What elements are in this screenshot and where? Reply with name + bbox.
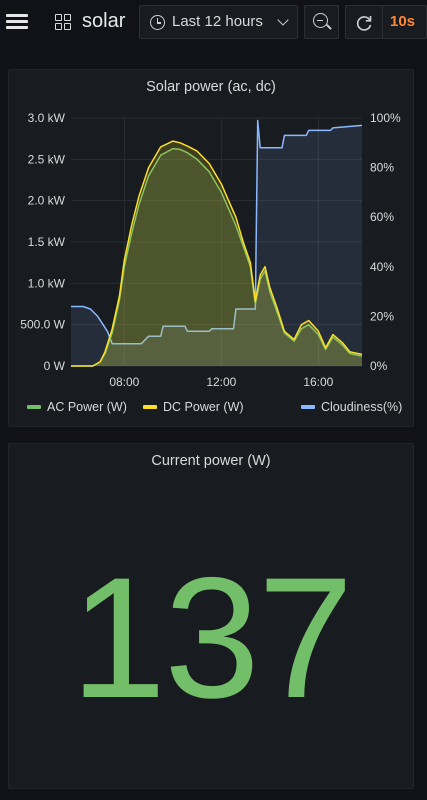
legend-label: Cloudiness(%)	[321, 400, 403, 414]
solar-power-chart[interactable]: 0 W 500.0 W 1.0 kW 1.5 kW 2.0 kW 2.5 kW 3.0 kW…	[9, 100, 415, 400]
time-range-picker[interactable]: Last 12 hours	[139, 5, 298, 39]
panel-title[interactable]: Current power (W)	[151, 453, 271, 469]
series-line-dc-power-w	[71, 140, 363, 367]
series-line-ac-power-w	[71, 147, 363, 367]
dashboard-title[interactable]: solar	[82, 10, 126, 32]
current-power-value: 137	[70, 542, 354, 734]
y-right-tick-label: 20%	[370, 309, 394, 323]
y-right-tick-label: 80%	[370, 161, 394, 175]
top-bar: solar Last 12 hours 10s	[0, 0, 427, 46]
y-left-tick-label: 0 W	[44, 359, 66, 373]
y-right-tick-label: 40%	[370, 260, 394, 274]
y-left-tick-label: 500.0 W	[20, 318, 65, 332]
y-left-tick-label: 1.5 kW	[28, 235, 66, 249]
refresh-button[interactable]: 10s	[345, 5, 427, 39]
y-left-tick-label: 2.5 kW	[28, 152, 66, 166]
series-area-ac-power-w	[71, 148, 362, 366]
legend-item-cloudiness[interactable]: Cloudiness(%)	[301, 400, 402, 414]
grid-icon	[55, 14, 72, 31]
clock-icon	[150, 15, 165, 30]
x-tick-label: 16:00	[303, 375, 333, 389]
zoom-out-icon	[313, 13, 328, 28]
y-left-tick-label: 2.0 kW	[28, 194, 66, 208]
legend-label: DC Power (W)	[163, 400, 244, 414]
y-right-tick-label: 60%	[370, 210, 394, 224]
legend-swatch	[143, 404, 157, 409]
legend-item-dc-power[interactable]: DC Power (W)	[143, 400, 244, 414]
series-area-cloudiness	[71, 120, 362, 366]
refresh-interval-select[interactable]: 10s	[390, 13, 416, 30]
series-line-cloudiness	[71, 119, 363, 345]
y-right-tick-label: 0%	[370, 359, 388, 373]
current-power-panel: Current power (W) 137	[8, 443, 414, 789]
legend-swatch	[27, 404, 41, 409]
x-tick-label: 08:00	[109, 375, 139, 389]
series-area-dc-power-w	[71, 141, 362, 366]
hamburger-menu-icon[interactable]	[4, 8, 30, 34]
time-range-label: Last 12 hours	[172, 13, 263, 30]
chevron-down-icon	[277, 14, 289, 26]
legend-label: AC Power (W)	[47, 400, 127, 414]
legend-item-ac-power[interactable]: AC Power (W)	[27, 400, 127, 414]
y-left-tick-label: 1.0 kW	[28, 276, 66, 290]
x-tick-label: 12:00	[206, 375, 236, 389]
y-right-tick-label: 100%	[370, 111, 401, 125]
y-left-tick-label: 3.0 kW	[28, 111, 66, 125]
refresh-icon	[356, 16, 372, 31]
legend-swatch	[301, 404, 315, 409]
zoom-out-button[interactable]	[304, 5, 339, 39]
solar-power-panel: Solar power (ac, dc) 0 W 500.0 W 1.0 kW 1.5…	[8, 69, 414, 427]
panel-title[interactable]: Solar power (ac, dc)	[146, 79, 276, 95]
